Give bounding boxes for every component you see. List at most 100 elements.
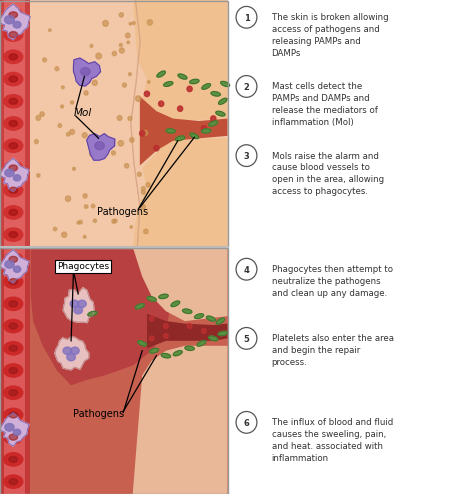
Circle shape — [141, 205, 146, 209]
Ellipse shape — [9, 345, 18, 351]
Ellipse shape — [9, 279, 18, 285]
Polygon shape — [133, 247, 228, 321]
Ellipse shape — [206, 316, 216, 321]
Ellipse shape — [166, 129, 175, 133]
Ellipse shape — [5, 16, 15, 24]
Circle shape — [236, 6, 257, 28]
Polygon shape — [0, 413, 29, 446]
Ellipse shape — [197, 340, 206, 346]
Ellipse shape — [182, 309, 192, 313]
Circle shape — [66, 132, 70, 136]
Ellipse shape — [175, 136, 185, 141]
Polygon shape — [73, 58, 100, 86]
Circle shape — [144, 229, 148, 234]
Ellipse shape — [137, 341, 147, 346]
Circle shape — [117, 116, 122, 121]
Circle shape — [55, 67, 59, 71]
Ellipse shape — [9, 143, 18, 149]
Circle shape — [201, 329, 206, 333]
Text: The skin is broken allowing
access of pathogens and
releasing PAMPs and
DAMPs: The skin is broken allowing access of pa… — [272, 13, 388, 58]
Circle shape — [40, 112, 45, 117]
Polygon shape — [55, 337, 89, 370]
Circle shape — [77, 221, 80, 224]
Circle shape — [130, 226, 132, 228]
Ellipse shape — [4, 28, 23, 41]
Ellipse shape — [4, 453, 23, 466]
Ellipse shape — [209, 336, 218, 341]
Circle shape — [79, 220, 82, 224]
Circle shape — [143, 130, 148, 135]
Polygon shape — [133, 138, 228, 247]
Ellipse shape — [171, 301, 180, 307]
Ellipse shape — [9, 412, 18, 418]
Ellipse shape — [4, 72, 23, 86]
Circle shape — [164, 333, 168, 338]
Circle shape — [149, 316, 154, 321]
Circle shape — [236, 76, 257, 97]
Ellipse shape — [70, 300, 79, 307]
Circle shape — [141, 190, 145, 194]
Ellipse shape — [4, 364, 23, 377]
Ellipse shape — [4, 50, 23, 64]
Ellipse shape — [9, 323, 18, 329]
FancyBboxPatch shape — [0, 247, 228, 494]
Ellipse shape — [216, 111, 225, 116]
Ellipse shape — [88, 311, 97, 316]
Circle shape — [236, 145, 257, 166]
Text: Phagocytes then attempt to
neutralize the pathogens
and clean up any damage.: Phagocytes then attempt to neutralize th… — [272, 265, 392, 298]
Circle shape — [93, 219, 97, 222]
Text: Mast cells detect the
PAMPs and DAMPs and
release the mediators of
inflammation : Mast cells detect the PAMPs and DAMPs an… — [272, 82, 377, 127]
Text: Mol: Mol — [73, 108, 92, 118]
Circle shape — [122, 83, 127, 87]
Ellipse shape — [173, 351, 182, 356]
Ellipse shape — [4, 408, 23, 421]
Ellipse shape — [4, 8, 23, 22]
Polygon shape — [0, 159, 29, 192]
Ellipse shape — [81, 68, 90, 76]
Text: 4: 4 — [244, 266, 249, 275]
Text: The influx of blood and fluid
causes the sweeling, pain,
and heat. associated wi: The influx of blood and fluid causes the… — [272, 418, 393, 463]
Ellipse shape — [13, 21, 21, 28]
Ellipse shape — [9, 121, 18, 126]
Ellipse shape — [9, 165, 18, 171]
Ellipse shape — [9, 390, 18, 396]
Circle shape — [136, 96, 141, 101]
Circle shape — [236, 412, 257, 433]
Polygon shape — [133, 0, 228, 121]
Ellipse shape — [219, 98, 227, 104]
Ellipse shape — [9, 479, 18, 485]
Circle shape — [141, 187, 145, 191]
Ellipse shape — [5, 260, 14, 268]
Ellipse shape — [201, 129, 211, 133]
Circle shape — [154, 145, 159, 151]
Circle shape — [201, 126, 207, 131]
Circle shape — [130, 138, 134, 142]
Circle shape — [147, 81, 150, 83]
FancyBboxPatch shape — [25, 247, 30, 494]
Ellipse shape — [147, 296, 156, 301]
Circle shape — [119, 43, 122, 46]
Polygon shape — [140, 96, 228, 165]
Ellipse shape — [185, 346, 194, 350]
Circle shape — [71, 101, 74, 104]
Ellipse shape — [9, 301, 18, 307]
Circle shape — [158, 101, 164, 107]
Circle shape — [126, 33, 130, 38]
Circle shape — [49, 29, 51, 32]
Circle shape — [119, 48, 124, 53]
Ellipse shape — [13, 429, 21, 435]
Ellipse shape — [95, 142, 104, 150]
Ellipse shape — [4, 184, 23, 197]
Circle shape — [140, 131, 145, 136]
Circle shape — [54, 227, 57, 231]
Circle shape — [127, 41, 129, 43]
Ellipse shape — [4, 94, 23, 108]
Circle shape — [118, 140, 124, 146]
Ellipse shape — [159, 294, 168, 298]
Ellipse shape — [135, 304, 145, 309]
Circle shape — [128, 117, 132, 121]
Circle shape — [147, 20, 153, 25]
Ellipse shape — [9, 98, 18, 104]
Text: 3: 3 — [244, 152, 249, 161]
Ellipse shape — [194, 314, 204, 319]
